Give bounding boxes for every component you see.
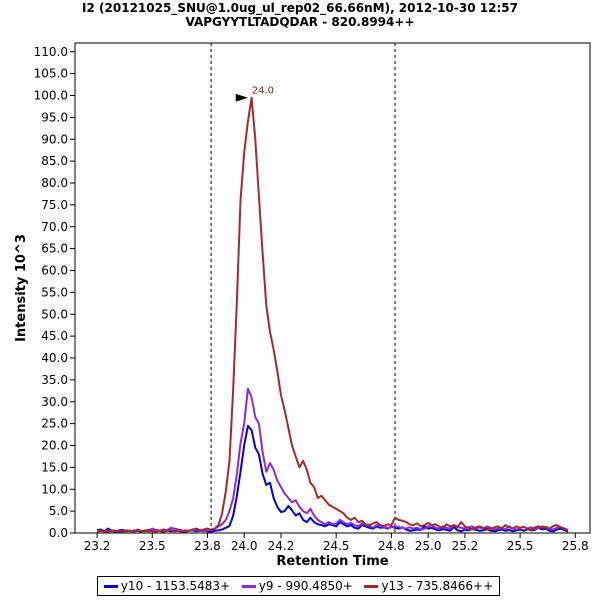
legend-item-y13: y13 - 735.8466++ [364,579,493,593]
legend-item-y9: y9 - 990.4850+ [241,579,353,593]
chart-legend: y10 - 1153.5483+ y9 - 990.4850+ y13 - 73… [97,576,500,596]
y-tick-label: 40.0 [41,351,68,365]
y-tick-label: 0.0 [49,526,68,540]
x-axis-label: Retention Time [276,554,388,569]
x-tick-label: 25.5 [507,539,534,553]
legend-label-y13: y13 - 735.8466++ [381,579,494,593]
y-tick-label: 25.0 [41,417,68,431]
legend-swatch-y13 [364,584,379,588]
y-tick-label: 35.0 [41,373,68,387]
series-line-y10 [96,424,569,533]
y-tick-label: 45.0 [41,329,68,343]
chart-subtitle: VAPGYYTLTADQDAR - 820.8994++ [185,15,415,29]
y-tick-label: 10.0 [41,482,68,496]
x-tick-label: 24.8 [378,539,405,553]
y-tick-label: 110.0 [34,45,68,59]
y-tick-label: 100.0 [34,89,68,103]
plot-frame [74,42,591,534]
x-tick-label: 24.0 [231,539,258,553]
y-tick-label: 95.0 [41,110,68,124]
y-tick-label: 15.0 [41,460,68,474]
x-tick-label: 23.2 [84,539,111,553]
series-line-y13 [96,96,569,533]
x-tick-label: 25.8 [562,539,589,553]
peak-marker [235,93,248,102]
legend-item-y10: y10 - 1153.5483+ [103,579,231,593]
y-tick-label: 85.0 [41,154,68,168]
y-tick-label: 90.0 [41,132,68,146]
y-tick-label: 55.0 [41,285,68,299]
legend-swatch-y10 [103,584,118,588]
x-tick-label: 25.0 [415,539,442,553]
series-line-y9 [96,387,569,533]
x-tick-label: 24.5 [323,539,350,553]
y-tick-label: 50.0 [41,307,68,321]
legend-label-y9: y9 - 990.4850+ [258,579,353,593]
y-axis-label: Intensity 10^3 [14,234,29,342]
y-tick-label: 75.0 [41,198,68,212]
y-tick-label: 70.0 [41,220,68,234]
legend-swatch-y9 [241,584,256,588]
x-tick-label: 23.5 [139,539,166,553]
y-tick-label: 20.0 [41,439,68,453]
y-tick-label: 105.0 [34,67,68,81]
peak-label: 24.0 [252,86,274,97]
y-tick-label: 65.0 [41,242,68,256]
y-tick-label: 30.0 [41,395,68,409]
x-tick-label: 25.2 [452,539,479,553]
y-tick-label: 5.0 [49,504,68,518]
y-tick-label: 80.0 [41,176,68,190]
x-tick-label: 24.2 [268,539,295,553]
x-tick-label: 23.8 [194,539,221,553]
chart-title: I2 (20121025_SNU@1.0ug_ul_rep02_66.66nM)… [82,1,518,15]
legend-label-y10: y10 - 1153.5483+ [120,579,231,593]
y-tick-label: 60.0 [41,264,68,278]
